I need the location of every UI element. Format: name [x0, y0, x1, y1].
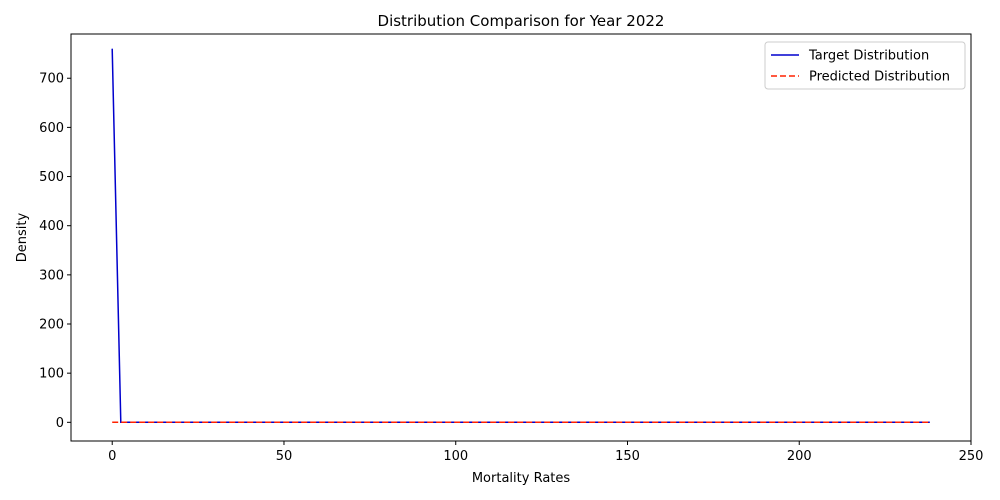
legend: Target Distribution Predicted Distributio… [764, 41, 966, 90]
y-tick-label: 300 [39, 268, 64, 283]
x-axis-title: Mortality Rates [472, 471, 571, 486]
y-tick-label: 100 [39, 367, 64, 382]
legend-label: Predicted Distribution [809, 70, 950, 85]
x-axis: 0 50 100 150 200 250 [108, 441, 983, 464]
x-tick-label: 0 [108, 449, 116, 464]
y-tick-label: 400 [39, 219, 64, 234]
chart-title: Distribution Comparison for Year 2022 [378, 12, 665, 30]
y-tick-label: 700 [39, 72, 64, 87]
legend-box [764, 41, 966, 90]
series-line-target [111, 48, 930, 424]
legend-label: Target Distribution [808, 49, 929, 64]
plot-frame [70, 33, 972, 442]
y-tick-label: 0 [56, 416, 64, 431]
x-tick-label: 150 [615, 449, 640, 464]
x-tick-label: 50 [276, 449, 293, 464]
y-axis-title: Density [15, 212, 30, 262]
x-tick-label: 100 [443, 449, 468, 464]
y-tick-label: 600 [39, 121, 64, 136]
x-tick-label: 250 [959, 449, 984, 464]
y-tick-label: 500 [39, 170, 64, 185]
x-tick-label: 200 [787, 449, 812, 464]
y-axis: 0 100 200 300 400 500 600 700 [39, 72, 71, 431]
y-tick-label: 200 [39, 318, 64, 333]
